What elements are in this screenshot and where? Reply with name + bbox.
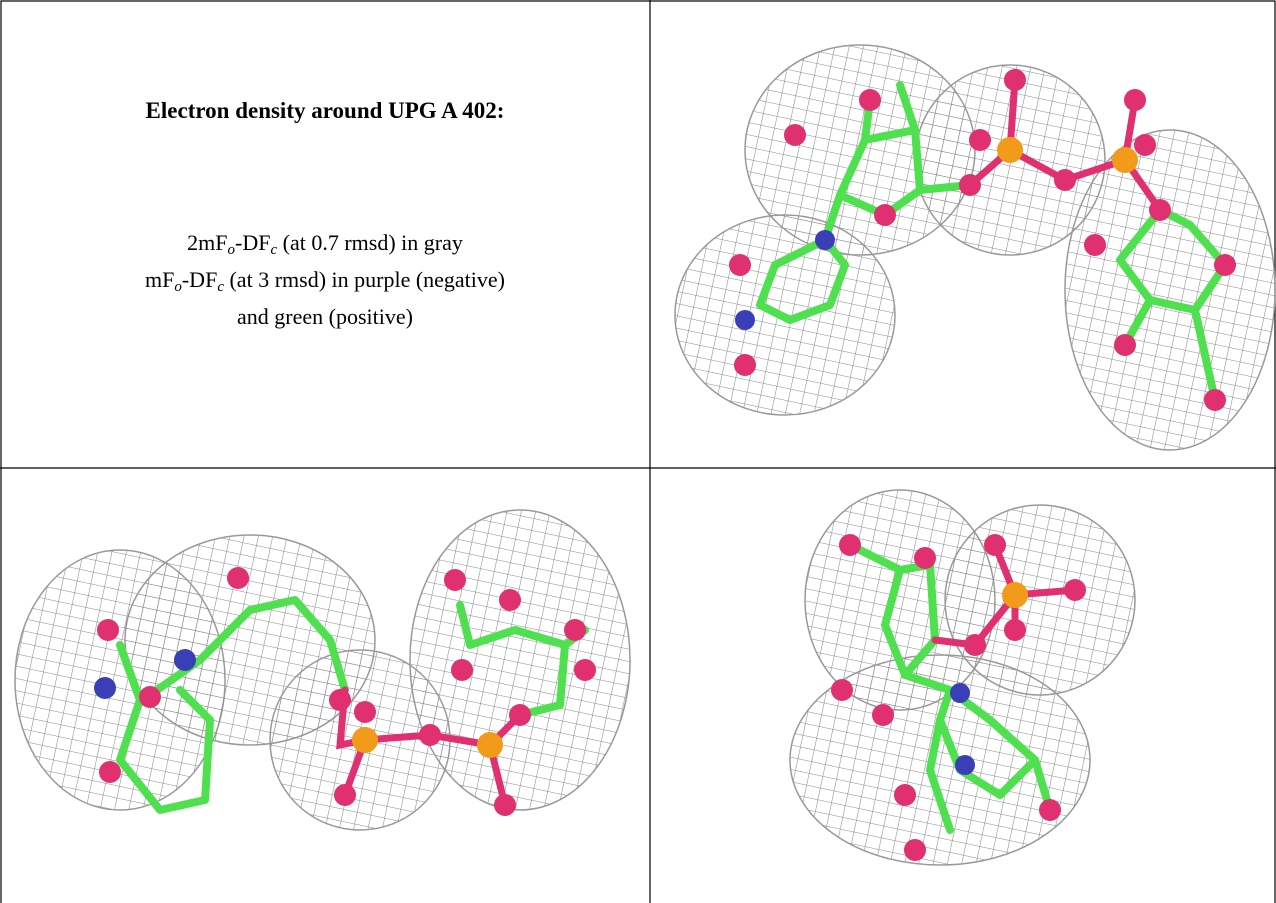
legend-text-part: and green (positive)	[237, 304, 413, 329]
legend-text-part: mF	[145, 267, 174, 292]
panel-title: Electron density around UPG A 402:	[0, 98, 650, 124]
legend-text-part: -DF	[235, 230, 270, 255]
subscript: o	[228, 242, 236, 258]
density-view-3	[790, 490, 1135, 865]
legend-line: 2mFo-DFc (at 0.7 rmsd) in gray	[0, 228, 650, 265]
figure-table	[0, 0, 1276, 903]
legend-text-part: 2mF	[187, 230, 227, 255]
legend-line: mFo-DFc (at 3 rmsd) in purple (negative)	[0, 265, 650, 302]
figure-page: Electron density around UPG A 402: 2mFo-…	[0, 0, 1276, 903]
density-view-2	[15, 510, 630, 830]
legend-text-part: -DF	[182, 267, 217, 292]
legend-line: and green (positive)	[0, 302, 650, 331]
legend-text-part: (at 3 rmsd) in purple (negative)	[224, 267, 505, 292]
subscript: o	[174, 279, 182, 295]
subscript: c	[217, 279, 224, 295]
legend-text-part: (at 0.7 rmsd) in gray	[277, 230, 463, 255]
density-view-1	[675, 45, 1275, 450]
